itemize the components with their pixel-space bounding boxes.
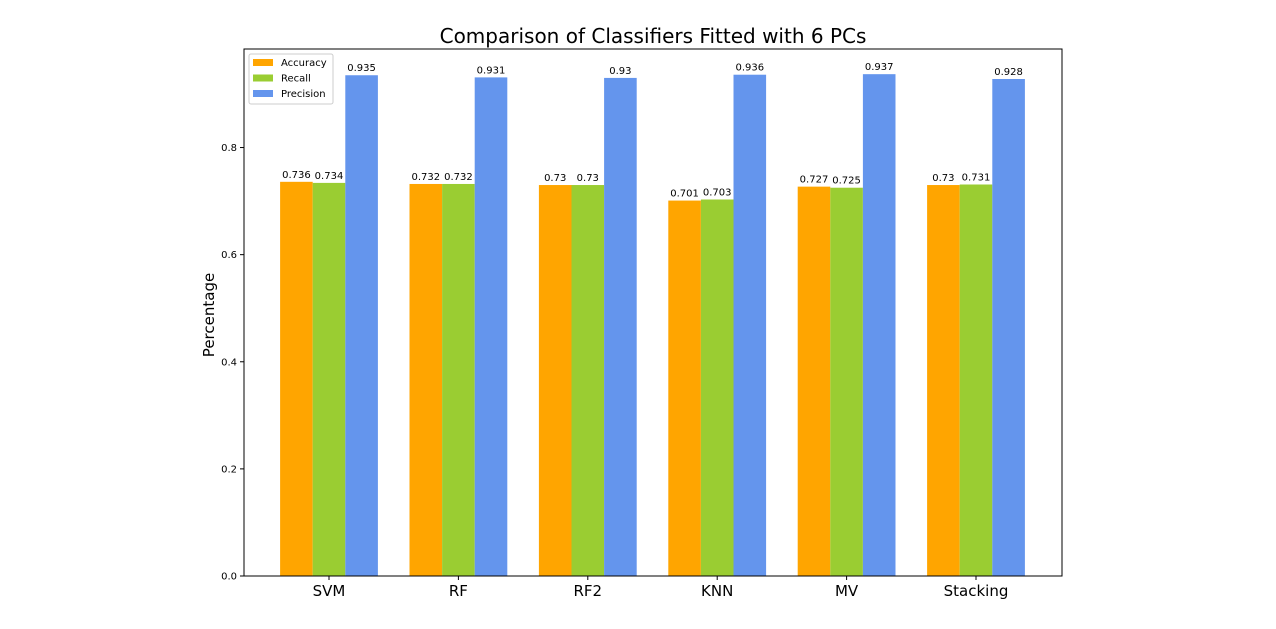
- x-tick-label: Stacking: [944, 582, 1009, 600]
- bar-recall-svm: [312, 182, 346, 576]
- data-label: 0.73: [932, 173, 954, 184]
- axes-layer: SVM RF RF2 KNN MV Stacking 0.0 0.2 0.4 0.6 0.8: [221, 48, 1063, 600]
- legend-label: Recall: [281, 74, 311, 85]
- x-tick-label: SVM: [313, 582, 346, 600]
- bar-accuracy-mv: [797, 186, 831, 576]
- data-label: 0.936: [735, 63, 764, 74]
- legend: Accuracy Recall Precision: [248, 53, 334, 105]
- bar-precision-knn: [733, 74, 767, 577]
- data-label: 0.725: [832, 176, 861, 187]
- data-label: 0.701: [670, 189, 699, 200]
- data-label: 0.937: [865, 62, 894, 73]
- bar-precision-svm: [345, 75, 378, 576]
- chart-title: Comparison of Classifiers Fitted with 6 …: [440, 24, 867, 48]
- data-label: 0.727: [800, 175, 829, 186]
- y-tick-label: 0.4: [221, 357, 237, 368]
- x-tick-label: RF: [449, 582, 468, 600]
- data-labels-layer: 0.736 0.734 0.935 0.732 0.732 0.931 0.73 0.73 0.…: [282, 62, 1023, 199]
- data-label: 0.931: [477, 65, 506, 76]
- data-label: 0.732: [444, 172, 473, 183]
- bar-accuracy-svm: [280, 181, 313, 576]
- y-axis-label: Percentage: [200, 273, 218, 357]
- data-label: 0.93: [609, 66, 631, 77]
- data-label: 0.73: [544, 173, 566, 184]
- y-tick-label: 0.0: [221, 572, 237, 583]
- x-tick-label: MV: [835, 582, 859, 600]
- bar-accuracy-rf: [409, 183, 443, 576]
- bars-layer: [280, 74, 1025, 577]
- data-label: 0.73: [577, 173, 599, 184]
- bar-accuracy-rf2: [538, 185, 572, 576]
- bar-recall-rf: [442, 183, 475, 576]
- legend-swatch-recall: [253, 74, 273, 82]
- data-label: 0.734: [315, 171, 344, 182]
- bar-precision-stacking: [992, 78, 1025, 576]
- legend-swatch-accuracy: [253, 59, 273, 66]
- bar-recall-knn: [700, 199, 734, 576]
- data-label: 0.703: [703, 187, 732, 198]
- x-tick-label: RF2: [574, 582, 603, 600]
- x-tick-label: KNN: [701, 582, 733, 600]
- y-tick-label: 0.6: [221, 250, 237, 261]
- bar-accuracy-knn: [668, 200, 701, 577]
- bar-accuracy-stacking: [927, 185, 960, 576]
- data-label: 0.928: [994, 67, 1023, 78]
- legend-label: Accuracy: [281, 58, 327, 69]
- bar-recall-stacking: [959, 184, 993, 577]
- bar-precision-rf2: [604, 77, 637, 577]
- bar-recall-rf2: [571, 185, 605, 576]
- legend-label: Precision: [281, 89, 326, 100]
- data-label: 0.732: [411, 172, 440, 183]
- plot-frame: [243, 48, 1063, 577]
- legend-swatch-precision: [253, 90, 273, 97]
- bar-recall-mv: [830, 187, 863, 576]
- data-label: 0.736: [282, 170, 311, 181]
- data-label: 0.731: [962, 172, 991, 183]
- y-tick-label: 0.2: [221, 464, 237, 475]
- bar-precision-mv: [862, 74, 896, 576]
- data-label: 0.935: [347, 63, 376, 74]
- y-tick-label: 0.8: [221, 143, 237, 154]
- bar-precision-rf: [474, 77, 508, 576]
